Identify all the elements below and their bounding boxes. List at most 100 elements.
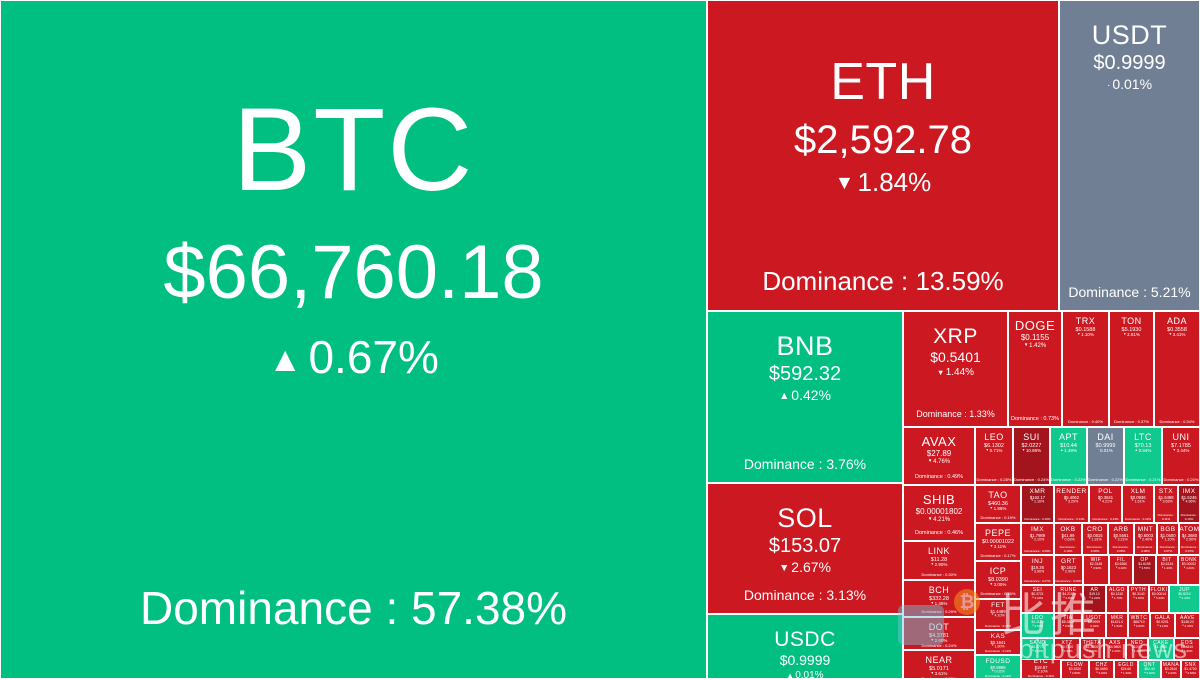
- treemap-tile-apt[interactable]: APT $10.44 ▲1.48% Dominance : 0.23%: [1050, 427, 1087, 485]
- treemap-tile-near[interactable]: NEAR $5.0171 ▼3.61% Dominance : 0.22%: [903, 650, 975, 679]
- tile-price: $1.6498: [1158, 494, 1174, 500]
- treemap-tile-chz[interactable]: CHZ$0.0650▼3.00%Dominance : 0.02%: [1089, 660, 1114, 679]
- treemap-tile-xlm[interactable]: XLM $0.0936 ▼1.61% Dominance : 0.12%: [1122, 485, 1154, 523]
- tile-change-value: 0.67%: [308, 331, 439, 384]
- treemap-tile-sol[interactable]: SOL $153.07 ▼ 2.67% Dominance : 3.13%: [707, 483, 903, 614]
- treemap-tile-usdc[interactable]: USDC$0.9999▲0.01%Dominance : 1.52%: [707, 614, 903, 679]
- treemap-tile-axs[interactable]: AXS$4.9800▼2.10%Dominance : 0.03%: [1104, 638, 1126, 660]
- tile-change-value: 2.67%: [791, 559, 831, 576]
- treemap-tile-grt[interactable]: GRT $0.1623 ▼2.90% Dominance : 0.06%: [1054, 555, 1083, 585]
- tile-symbol: TRX: [1075, 316, 1096, 326]
- treemap-tile-bonk[interactable]: BONK$0.00002▼4.40%Dominance : 0.06%: [1178, 555, 1200, 585]
- treemap-tile-flow[interactable]: FLOW$0.5320▼2.50%Dominance : 0.02%: [1061, 660, 1089, 679]
- treemap-tile-bgb[interactable]: BGB $1.0600 ▼1.10% Dominance : 0.07%: [1157, 523, 1179, 555]
- treemap-tile-ar[interactable]: AR$19.10▼2.20%Dominance : 0.05%: [1083, 585, 1106, 613]
- treemap-tile-sui[interactable]: SUI $2.0227 ▼10.86% Dominance : 0.24%: [1013, 427, 1050, 485]
- treemap-tile-wif[interactable]: WIF$2.3148▼4.90%Dominance : 0.09%: [1083, 555, 1109, 585]
- tile-change: ▲1.30%: [1120, 671, 1131, 675]
- treemap-tile-bit[interactable]: BIT$0.6134▼1.20%Dominance : 0.06%: [1156, 555, 1178, 585]
- treemap-tile-snx[interactable]: SNX$1.4700▼2.80%Dominance : 0.02%: [1181, 660, 1200, 679]
- treemap-tile-okb[interactable]: OKB $41.99 ▼0.63% Dominance : 0.10%: [1054, 523, 1082, 555]
- treemap-tile-inj[interactable]: INJ $19.26 ▼3.90% Dominance : 0.07%: [1021, 555, 1054, 585]
- treemap-tile-ldo[interactable]: LDO$1.1120▼2.60%Dominance : 0.04%: [1021, 613, 1054, 638]
- treemap-tile-eth[interactable]: ETH $2,592.78 ▼ 1.84% Dominance : 13.59%: [707, 0, 1059, 311]
- treemap-tile-kas[interactable]: KAS $0.1641 ▼1.80% Dominance : 0.13%: [975, 630, 1021, 655]
- treemap-tile-link[interactable]: LINK $11.28 ▼2.90% Dominance : 0.30%: [903, 541, 975, 580]
- treemap-tile-shib[interactable]: SHIB $0.00001802 ▼4.21% Dominance : 0.46%: [903, 485, 975, 541]
- treemap-tile-trx[interactable]: TRX $0.1588 ▼1.10% Dominance : 0.40%: [1062, 311, 1109, 427]
- treemap-tile-gala[interactable]: GALA$0.0201▼3.10%Dominance : 0.03%: [1150, 613, 1175, 638]
- treemap-tile-jup[interactable]: JUP$0.8210▼3.40%Dominance : 0.04%: [1169, 585, 1200, 613]
- tile-price: $1421.0: [1110, 620, 1124, 625]
- treemap-tile-sei[interactable]: SEI$0.3721▼3.30%Dominance : 0.05%: [1021, 585, 1054, 613]
- treemap-tile-stx[interactable]: STX $1.6498 ▼3.63% Dominance : 0.11%: [1154, 485, 1178, 523]
- tile-symbol: LEO: [984, 432, 1004, 442]
- treemap-tile-rune[interactable]: RUNE$4.2100▼2.80%Dominance : 0.05%: [1054, 585, 1083, 613]
- treemap-tile-wbtc[interactable]: WBTC$66710▼0.60%Dominance : 0.03%: [1128, 613, 1150, 638]
- treemap-tile-pol[interactable]: POL $0.3641 ▼4.21% Dominance : 0.13%: [1089, 485, 1122, 523]
- treemap-tile-imx[interactable]: IMX $1.5246 ▼4.96% Dominance : 0.10%: [1178, 485, 1200, 523]
- tile-change: ▼3.30%: [1032, 596, 1043, 600]
- treemap-tile-dai[interactable]: DAI $0.9999·0.01% Dominance : 0.22%: [1087, 427, 1124, 485]
- treemap-tile-cro[interactable]: CRO $0.0815 ▼1.91% Dominance : 0.09%: [1082, 523, 1108, 555]
- treemap-tile-pepe[interactable]: PEPE $0.00001022 ▼3.11% Dominance : 0.17%: [975, 523, 1021, 561]
- tile-change: ▼ 2.67%: [779, 560, 831, 575]
- tile-dominance: Dominance : 5.21%: [1068, 283, 1191, 300]
- treemap-tile-fil[interactable]: FIL$3.6360▼3.10%Dominance : 0.08%: [1109, 555, 1133, 585]
- treemap-tile-neo[interactable]: NEO$10.82▼1.40%Dominance : 0.02%: [1126, 638, 1148, 660]
- tile-symbol: RUNE: [1060, 587, 1077, 593]
- tile-symbol: KAS: [990, 633, 1006, 640]
- treemap-tile-leo[interactable]: LEO $6.1302 ▼0.71% Dominance : 0.28%: [975, 427, 1013, 485]
- down-arrow-icon: ▼: [1064, 499, 1068, 503]
- treemap-tile-tia[interactable]: TIA$5.3400▲0.90%Dominance : 0.04%: [1054, 613, 1082, 638]
- treemap-tile-floki[interactable]: FLOKI$0.00014▼5.20%Dominance : 0.04%: [1149, 585, 1169, 613]
- treemap-tile-bch[interactable]: BCH $332.28 ▼1.46% Dominance : 0.29%: [903, 580, 975, 617]
- treemap-tile-sand[interactable]: SAND$0.2770▼2.90%Dominance : 0.03%: [1021, 638, 1054, 660]
- treemap-tile-render[interactable]: RENDER $5.4062 ▼3.20% Dominance : 0.14%: [1054, 485, 1089, 523]
- tile-change-value: 1.61%: [1134, 499, 1145, 504]
- down-arrow-icon: ▼: [1021, 448, 1026, 453]
- treemap-tile-algo[interactable]: ALGO$0.1310▼1.70%Dominance : 0.05%: [1106, 585, 1128, 613]
- treemap-tile-fdusd[interactable]: FDUSD $0.9998 ▲0.02% Dominance : 0.12%: [975, 655, 1021, 679]
- treemap-tile-uni[interactable]: UNI $7.1785 ▼3.44% Dominance : 0.20%: [1162, 427, 1200, 485]
- down-arrow-icon: ▼: [1030, 499, 1034, 503]
- treemap-tile-imx[interactable]: IMX $1.7989 ▼2.10% Dominance : 0.09%: [1021, 523, 1054, 555]
- treemap-tile-btc[interactable]: BTC $66,760.18 ▲ 0.67% Dominance : 57.38%: [0, 0, 707, 679]
- treemap-tile-mana[interactable]: MANA$0.2810▼2.20%Dominance : 0.02%: [1161, 660, 1181, 679]
- treemap-tile-tao[interactable]: TAO $460.36 ▼1.86% Dominance : 0.19%: [975, 485, 1021, 523]
- treemap-tile-qnt[interactable]: QNT$62.40▲0.80%Dominance : 0.02%: [1138, 660, 1161, 679]
- treemap-tile-cake[interactable]: CAKE$1.7900▼2.70%Dominance : 0.02%: [1148, 638, 1174, 660]
- treemap-tile-atom[interactable]: ATOM $4.3680 ▼2.50% Dominance : 0.07%: [1179, 523, 1200, 555]
- treemap-tile-icp[interactable]: ICP $8.0390 ▼3.00% Dominance : 0.16%: [975, 561, 1021, 599]
- treemap-tile-fet[interactable]: FET $1.4489 ▼4.10% Dominance : 0.15%: [975, 599, 1021, 630]
- treemap-tile-ada[interactable]: ADA $0.3558 ▼3.41% Dominance : 0.34%: [1154, 311, 1200, 427]
- treemap-tile-egld[interactable]: EGLD$24.60▲1.30%Dominance : 0.02%: [1114, 660, 1138, 679]
- treemap-tile-dot[interactable]: DOT $4.3781 ▼2.60% Dominance : 0.24%: [903, 617, 975, 650]
- tile-change: ▼1.42%: [1024, 342, 1046, 350]
- treemap-tile-ltc[interactable]: LTC $70.13 ▲0.94% Dominance : 0.21%: [1124, 427, 1162, 485]
- treemap-tile-op[interactable]: OP$1.6155▼3.50%Dominance : 0.07%: [1133, 555, 1156, 585]
- tile-dominance: Dominance : 0.24%: [921, 643, 957, 649]
- treemap-tile-xmr[interactable]: XMR $162.17 ▼1.16% Dominance : 0.16%: [1021, 485, 1054, 523]
- treemap-tile-usdt[interactable]: USDT$0.9999·0.01%Dominance : 0.04%: [1082, 613, 1106, 638]
- treemap-tile-aave[interactable]: AAVE$148.20▼2.40%Dominance : 0.03%: [1175, 613, 1200, 638]
- treemap-tile-xtz[interactable]: XTZ$0.7120▼1.90%Dominance : 0.03%: [1054, 638, 1080, 660]
- treemap-tile-usdt[interactable]: USDT $0.9999 · 0.01% Dominance : 5.21%: [1059, 0, 1200, 311]
- treemap-tile-avax[interactable]: AVAX $27.89 ▼4.76% Dominance : 0.49%: [903, 427, 975, 485]
- treemap-tile-doge[interactable]: DOGE $0.1155 ▼1.42% Dominance : 0.73%: [1008, 311, 1062, 427]
- treemap-tile-ton[interactable]: TON $5.1930 ▼2.81% Dominance : 0.37%: [1109, 311, 1154, 427]
- tile-symbol: BNB: [776, 331, 834, 361]
- treemap-tile-xrp[interactable]: XRP $0.5401 ▼1.44% Dominance : 1.33%: [903, 311, 1008, 427]
- tile-change: ▼3.10%: [1157, 624, 1168, 628]
- treemap-tile-bnb[interactable]: BNB $592.32 ▲ 0.42% Dominance : 3.76%: [707, 311, 903, 483]
- down-arrow-icon: ▼: [1133, 624, 1136, 627]
- tile-change-value: 1.50%: [1114, 624, 1123, 629]
- treemap-tile-eos[interactable]: EOS$0.4810▼1.80%Dominance : 0.02%: [1174, 638, 1200, 660]
- treemap-tile-mkr[interactable]: MKR$1421.0▼1.50%Dominance : 0.04%: [1106, 613, 1128, 638]
- tile-symbol: RENDER: [1056, 488, 1087, 495]
- treemap-tile-arb[interactable]: ARB $0.5561 ▼3.21% Dominance : 0.08%: [1108, 523, 1134, 555]
- treemap-tile-theta[interactable]: THETA$1.3200▼2.30%Dominance : 0.03%: [1080, 638, 1104, 660]
- treemap-tile-pyth[interactable]: PYTH$0.3140▼3.80%Dominance : 0.04%: [1128, 585, 1149, 613]
- treemap-tile-mnt[interactable]: MNT $0.6003 ▼2.40% Dominance : 0.08%: [1134, 523, 1157, 555]
- tile-change-value: 3.20%: [1067, 499, 1079, 504]
